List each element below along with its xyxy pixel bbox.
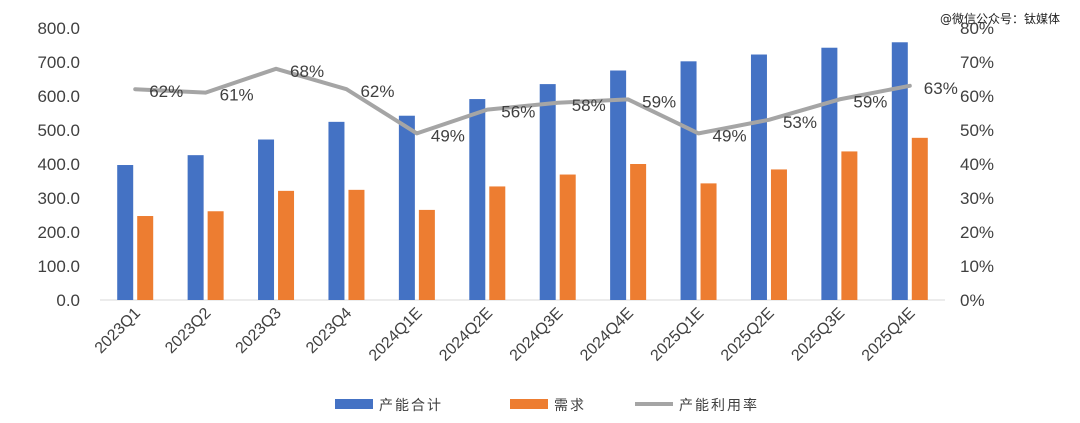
- left-tick-label: 400.0: [37, 155, 80, 174]
- bar-capacity: [821, 47, 838, 300]
- utilization-data-label: 59%: [853, 92, 887, 111]
- right-axis: 0% 10% 20% 30% 40% 50% 60% 70% 80%: [960, 19, 994, 310]
- right-tick-label: 30%: [960, 189, 994, 208]
- left-tick-label: 0.0: [56, 291, 80, 310]
- utilization-data-label: 62%: [360, 82, 394, 101]
- bar-demand: [911, 137, 928, 300]
- category-label: 2024Q3E: [507, 305, 567, 365]
- right-tick-label: 10%: [960, 257, 994, 276]
- bar-demand: [559, 174, 576, 300]
- bar-capacity: [258, 139, 275, 300]
- bar-demand: [348, 189, 365, 300]
- bar-capacity: [680, 61, 697, 300]
- utilization-data-label: 63%: [924, 79, 958, 98]
- bar-capacity: [469, 99, 486, 300]
- category-labels: 2023Q1 2023Q2 2023Q3 2023Q4 2024Q1E 2024Q2E 20…: [92, 305, 919, 365]
- legend-label: 产能利用率: [679, 397, 759, 414]
- utilization-line: 62% 61% 68% 62% 49% 56% 58% 59% 49% 53% 59% 63%: [133, 62, 958, 145]
- bar-demand: [700, 183, 717, 300]
- category-label: 2025Q3E: [788, 305, 848, 365]
- bar-demand: [418, 209, 435, 300]
- bar-capacity: [539, 84, 556, 300]
- legend-swatch: [510, 399, 548, 409]
- legend-label: 产能合计: [379, 398, 443, 414]
- bar-demand: [278, 190, 295, 300]
- utilization-data-label: 58%: [572, 96, 606, 115]
- left-tick-label: 700.0: [37, 53, 80, 72]
- utilization-data-label: 56%: [501, 103, 535, 122]
- bar-capacity: [750, 54, 767, 300]
- legend: 产能合计 需求 产能利用率: [335, 397, 759, 414]
- right-tick-label: 0%: [960, 291, 985, 310]
- left-tick-label: 100.0: [37, 257, 80, 276]
- left-tick-label: 500.0: [37, 121, 80, 140]
- bar-capacity: [891, 42, 908, 300]
- utilization-data-label: 53%: [783, 113, 817, 132]
- left-tick-label: 200.0: [37, 223, 80, 242]
- bar-demand: [489, 186, 506, 300]
- bar-capacity: [610, 70, 627, 300]
- category-label: 2025Q4E: [859, 305, 919, 365]
- category-label: 2023Q4: [303, 305, 355, 357]
- left-tick-label: 300.0: [37, 189, 80, 208]
- category-label: 2023Q3: [233, 305, 285, 357]
- category-label: 2024Q1E: [366, 305, 426, 365]
- bar-capacity: [117, 165, 134, 300]
- category-label: 2023Q1: [92, 305, 144, 357]
- legend-swatch: [335, 399, 373, 409]
- right-tick-label: 20%: [960, 223, 994, 242]
- utilization-data-label: 61%: [220, 86, 254, 105]
- utilization-data-label: 62%: [149, 82, 183, 101]
- utilization-data-label: 49%: [713, 126, 747, 145]
- bar-capacity: [328, 121, 345, 300]
- bar-demand: [207, 211, 224, 300]
- bars: [117, 42, 928, 300]
- bar-demand: [630, 164, 647, 300]
- right-tick-label: 70%: [960, 53, 994, 72]
- legend-label: 需求: [554, 398, 586, 414]
- right-tick-label: 50%: [960, 121, 994, 140]
- category-label: 2023Q2: [162, 305, 214, 357]
- bar-demand: [770, 169, 787, 300]
- category-label: 2024Q4E: [577, 305, 637, 365]
- category-label: 2025Q2E: [718, 305, 778, 365]
- category-label: 2025Q1E: [648, 305, 708, 365]
- watermark-text: @微信公众号：钛媒体: [939, 12, 1060, 26]
- utilization-line-path: [133, 66, 912, 136]
- bar-demand: [137, 216, 154, 300]
- right-tick-label: 60%: [960, 87, 994, 106]
- bar-capacity: [187, 155, 204, 300]
- left-tick-label: 600.0: [37, 87, 80, 106]
- left-axis: 0.0 100.0 200.0 300.0 400.0 500.0 600.0 700.0 80…: [37, 19, 80, 310]
- bar-demand: [841, 151, 858, 300]
- right-tick-label: 80%: [960, 19, 994, 38]
- utilization-data-label: 68%: [290, 62, 324, 81]
- bar-capacity: [398, 115, 415, 300]
- left-tick-label: 800.0: [37, 19, 80, 38]
- category-label: 2024Q2E: [436, 305, 496, 365]
- right-tick-label: 40%: [960, 155, 994, 174]
- utilization-data-label: 59%: [642, 92, 676, 111]
- utilization-data-label: 49%: [431, 126, 465, 145]
